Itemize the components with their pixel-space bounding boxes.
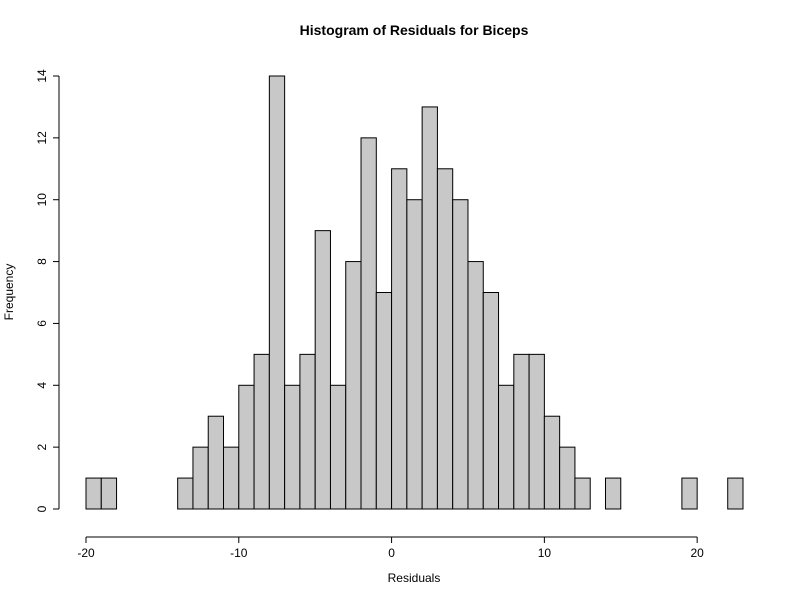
histogram-bar [559,446,576,510]
x-tick-label: -10 [230,546,248,560]
histogram-bar [223,446,240,510]
histogram-bar [482,292,500,510]
histogram-bar [436,168,454,510]
histogram-bar [238,384,255,510]
y-tick-label: 0 [35,505,49,512]
x-tick-label: 10 [538,546,552,560]
histogram-bar [192,446,209,510]
histogram-bar [543,415,561,510]
histogram-bar [345,261,362,510]
x-axis: -20 -10 0 10 20 [77,536,704,560]
histogram-bar [681,477,698,510]
histogram-bar [329,384,347,510]
chart-title: Histogram of Residuals for Biceps [300,22,529,38]
histogram-bar [391,168,408,510]
y-tick-label: 10 [35,193,49,207]
y-tick-label: 2 [35,443,49,450]
bars-group [85,75,744,510]
histogram-bar [528,353,545,510]
histogram-bar [604,477,622,510]
histogram-bar [421,106,438,510]
y-tick-label: 8 [35,258,49,265]
histogram-bar [574,477,591,510]
histogram-bar [513,353,530,510]
histogram-bar [253,353,270,510]
histogram-bar [100,477,118,510]
y-axis: 0 2 4 6 8 10 12 14 [35,69,60,512]
histogram-bar [85,477,102,510]
histogram-bar [207,415,225,510]
histogram-bar [498,384,515,510]
y-tick-label: 4 [35,382,49,389]
x-tick-label: 20 [690,546,704,560]
histogram-bar [360,137,377,510]
histogram-bar [406,199,423,510]
y-tick-label: 12 [35,131,49,145]
y-tick-label: 6 [35,320,49,327]
y-axis-label: Frequency [2,264,16,321]
histogram-bar [299,353,316,510]
x-tick-label: -20 [77,546,95,560]
histogram-bar [268,75,286,510]
y-tick-label: 14 [35,69,49,83]
histogram-bar [375,292,393,510]
histogram-bar [727,477,744,510]
x-tick-label: 0 [388,546,395,560]
histogram-bar [177,477,194,510]
histogram-bar [452,199,469,510]
x-axis-label: Residuals [388,571,441,585]
histogram-bar [467,261,484,510]
histogram-bar [284,384,301,510]
histogram-bar [314,230,331,510]
